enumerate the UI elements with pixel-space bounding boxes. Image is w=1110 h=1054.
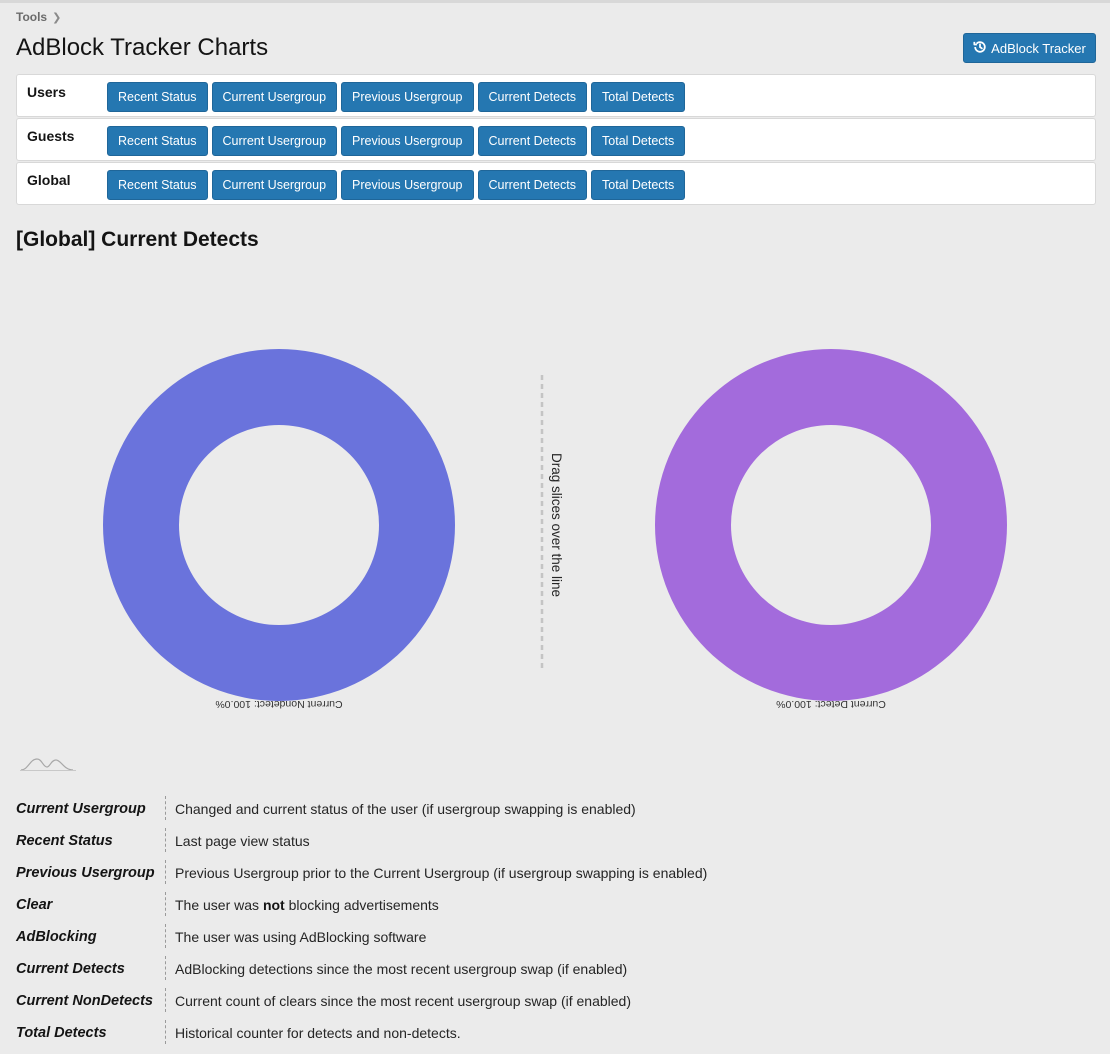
global-total-detects-button[interactable]: Total Detects	[591, 170, 686, 200]
legend-term: Current NonDetects	[16, 993, 153, 1009]
breadcrumb: Tools ❯	[16, 10, 61, 24]
legend-row: Current NonDetects Current count of clear…	[16, 985, 1096, 1017]
row-label: Users	[27, 84, 66, 100]
legend-description: Last page view status	[175, 833, 310, 849]
adblock-tracker-button-label: AdBlock Tracker	[991, 40, 1086, 56]
legend-term: Current Detects	[16, 961, 125, 977]
chevron-right-icon: ❯	[52, 11, 62, 24]
legend-separator	[165, 892, 166, 916]
legend-term: Total Detects	[16, 1025, 107, 1041]
guests-current-detects-button[interactable]: Current Detects	[477, 126, 588, 156]
row-global: Global Recent Status Current Usergroup P…	[16, 162, 1096, 205]
breadcrumb-item-tools[interactable]: Tools	[16, 10, 48, 24]
legend-term: Recent Status	[16, 833, 113, 849]
legend-term: AdBlocking	[16, 929, 97, 945]
drag-divider-label: Drag slices over the line	[549, 453, 564, 597]
legend-description: The user was using AdBlocking software	[175, 929, 427, 945]
users-previous-usergroup-button[interactable]: Previous Usergroup	[341, 82, 474, 112]
row-guests: Guests Recent Status Current Usergroup P…	[16, 118, 1096, 161]
legend-separator	[165, 956, 166, 980]
global-recent-status-button[interactable]: Recent Status	[107, 170, 208, 200]
legend-row: Clear The user was not blocking advertise…	[16, 889, 1096, 921]
legend-description: The user was not blocking advertisements	[175, 897, 439, 913]
donut-chart: Drag slices over the line Current Nondet…	[103, 349, 1007, 710]
row-label: Global	[27, 172, 71, 188]
adblock-tracker-button[interactable]: AdBlock Tracker	[963, 33, 1096, 63]
top-border	[0, 0, 1110, 3]
guests-total-detects-button[interactable]: Total Detects	[591, 126, 686, 156]
legend-description: Current count of clears since the most r…	[175, 993, 632, 1009]
legend-emphasis: not	[262, 897, 285, 913]
legend-description: Changed and current status of the user (…	[175, 801, 636, 817]
pie-slice-label: Current Detect: 100.0%	[776, 698, 886, 710]
legend-row: Current Usergroup Changed and current sta…	[16, 793, 1096, 825]
pie-slice-label: Current Nondetect: 100.0%	[215, 698, 342, 710]
page-title: AdBlock Tracker Charts	[16, 34, 269, 61]
guests-previous-usergroup-button[interactable]: Previous Usergroup	[341, 126, 474, 156]
legend-row: Recent Status Last page view status	[16, 825, 1096, 857]
row-label: Guests	[27, 128, 75, 144]
history-icon	[973, 40, 987, 57]
legend-row: AdBlocking The user was using AdBlocking …	[16, 921, 1096, 953]
legend-description: Historical counter for detects and non-d…	[175, 1025, 461, 1041]
legend-separator	[165, 1020, 166, 1044]
global-current-detects-button[interactable]: Current Detects	[477, 170, 588, 200]
legend-row: Total Detects Historical counter for dete…	[16, 1017, 1096, 1049]
row-users: Users Recent Status Current Usergroup Pr…	[16, 74, 1096, 117]
pie-slice-current-detect[interactable]	[655, 349, 1007, 701]
guests-recent-status-button[interactable]: Recent Status	[107, 126, 208, 156]
global-previous-usergroup-button[interactable]: Previous Usergroup	[341, 170, 474, 200]
legend-term: Previous Usergroup	[16, 865, 155, 881]
chart-selector-rows: Users Recent Status Current Usergroup Pr…	[16, 74, 1096, 206]
sparkline-icon	[20, 754, 76, 772]
legend-description: AdBlocking detections since the most rec…	[175, 961, 628, 977]
legend-list: Current Usergroup Changed and current sta…	[16, 793, 1096, 1049]
legend-separator	[165, 860, 166, 884]
legend-row: Previous Usergroup Previous Usergroup pri…	[16, 857, 1096, 889]
legend-separator	[165, 924, 166, 948]
legend-term: Current Usergroup	[16, 801, 146, 817]
users-current-usergroup-button[interactable]: Current Usergroup	[211, 82, 338, 112]
section-title: [Global] Current Detects	[16, 228, 259, 251]
users-total-detects-button[interactable]: Total Detects	[591, 82, 686, 112]
legend-description: Previous Usergroup prior to the Current …	[175, 865, 708, 881]
legend-row: Current Detects AdBlocking detections sin…	[16, 953, 1096, 985]
global-current-usergroup-button[interactable]: Current Usergroup	[211, 170, 338, 200]
legend-separator	[165, 796, 166, 820]
users-current-detects-button[interactable]: Current Detects	[477, 82, 588, 112]
legend-separator	[165, 988, 166, 1012]
legend-separator	[165, 828, 166, 852]
guests-current-usergroup-button[interactable]: Current Usergroup	[211, 126, 338, 156]
legend-term: Clear	[16, 897, 53, 913]
pie-slice-current-nondetect[interactable]	[103, 349, 455, 701]
users-recent-status-button[interactable]: Recent Status	[107, 82, 208, 112]
